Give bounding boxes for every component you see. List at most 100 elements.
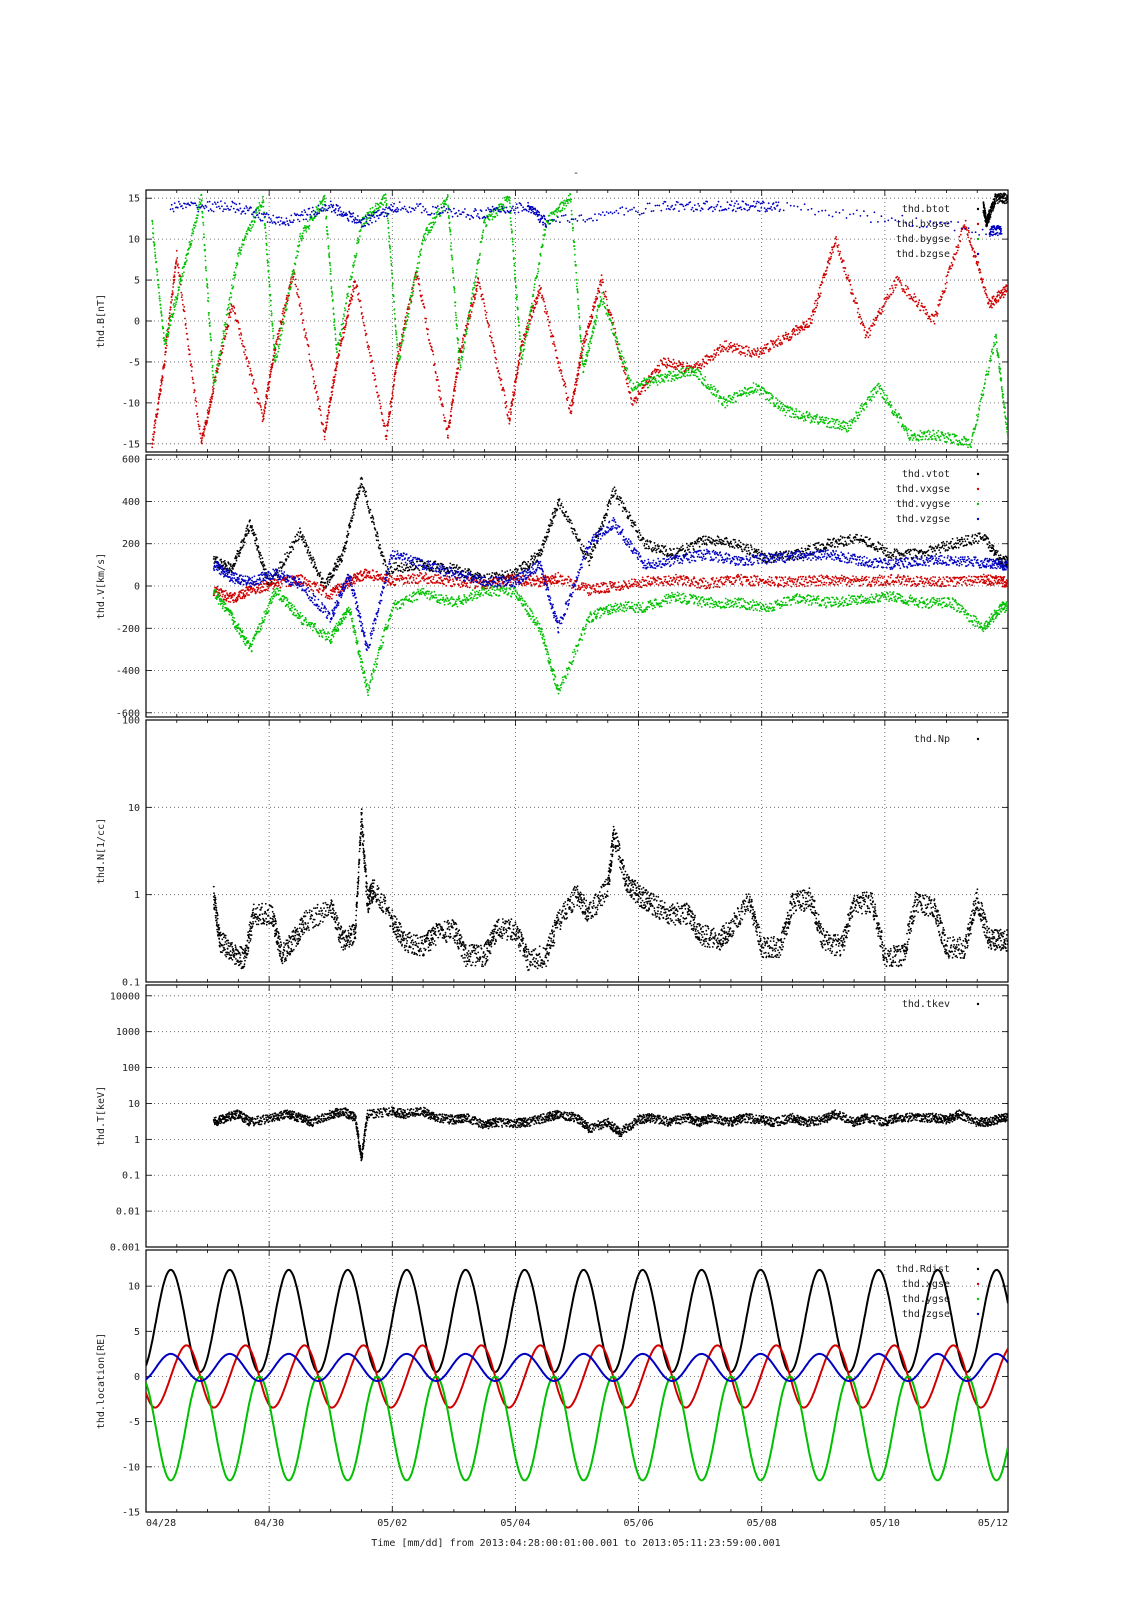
data-point	[300, 313, 302, 316]
data-point	[213, 381, 216, 384]
data-point	[957, 246, 960, 249]
data-point	[325, 424, 328, 427]
data-point	[255, 211, 258, 214]
data-point	[212, 376, 215, 379]
data-point	[291, 274, 293, 276]
data-point	[944, 433, 947, 435]
data-point	[564, 385, 567, 388]
data-point	[285, 309, 287, 312]
data-point	[891, 287, 894, 290]
data-point	[267, 264, 269, 267]
data-point	[978, 408, 981, 411]
data-point	[590, 337, 593, 339]
data-point	[212, 384, 215, 387]
data-point	[221, 205, 223, 208]
data-point	[668, 374, 671, 377]
data-point	[918, 299, 921, 302]
data-point	[479, 287, 482, 290]
data-point	[332, 382, 335, 385]
data-point	[169, 306, 172, 309]
data-point	[788, 409, 791, 412]
data-point	[835, 236, 837, 238]
data-point	[414, 278, 416, 280]
data-point	[923, 432, 926, 435]
data-point	[600, 300, 603, 303]
data-point	[344, 326, 347, 328]
data-point	[919, 309, 922, 312]
data-point	[1010, 434, 1012, 436]
data-point	[407, 316, 410, 318]
data-point	[392, 388, 395, 390]
data-point	[375, 202, 377, 205]
data-point	[576, 291, 579, 294]
data-point	[277, 345, 280, 348]
data-point	[340, 335, 342, 338]
data-point	[393, 312, 396, 315]
data-point	[836, 418, 839, 421]
data-point	[548, 321, 551, 324]
data-point	[1010, 283, 1012, 285]
data-point	[1012, 288, 1014, 290]
data-point	[1007, 283, 1008, 285]
data-point	[837, 250, 840, 253]
data-point	[394, 329, 397, 332]
data-point	[339, 333, 342, 336]
data-point	[823, 272, 825, 275]
data-point	[692, 366, 695, 368]
data-point	[170, 319, 173, 322]
data-point	[231, 308, 234, 310]
data-point	[685, 369, 688, 372]
data-point	[518, 362, 520, 364]
data-point	[201, 437, 204, 439]
data-point	[482, 298, 485, 300]
data-point	[707, 386, 710, 388]
data-point	[768, 350, 770, 353]
data-point	[711, 355, 714, 358]
data-point	[459, 364, 462, 367]
data-point	[244, 236, 247, 238]
data-point	[889, 287, 891, 290]
data-point	[181, 299, 184, 301]
data-point	[796, 333, 799, 336]
data-point	[260, 205, 263, 207]
data-point	[200, 193, 203, 196]
data-point	[439, 398, 442, 401]
data-point	[414, 273, 417, 276]
data-point	[820, 283, 823, 286]
data-point	[189, 204, 192, 207]
data-point	[557, 360, 560, 363]
data-point	[725, 347, 728, 349]
data-point	[336, 361, 339, 363]
data-point	[329, 262, 331, 265]
data-point	[330, 280, 332, 282]
data-point	[533, 286, 536, 289]
data-point	[320, 207, 323, 210]
data-point	[511, 230, 513, 233]
data-point	[335, 365, 338, 368]
data-point	[435, 215, 438, 218]
data-point	[513, 262, 516, 265]
data-point	[965, 438, 968, 440]
data-point	[794, 333, 797, 336]
data-point	[217, 360, 220, 363]
data-point	[473, 298, 476, 301]
data-point	[673, 379, 676, 382]
data-point	[388, 235, 391, 238]
data-point	[282, 323, 285, 326]
data-point	[990, 300, 993, 303]
data-point	[578, 325, 581, 327]
data-point	[197, 420, 200, 423]
data-point	[158, 291, 161, 294]
data-point	[304, 225, 306, 227]
data-point	[339, 332, 342, 334]
data-point	[368, 216, 371, 219]
data-point	[554, 345, 556, 347]
data-point	[385, 438, 388, 441]
data-point	[792, 332, 795, 334]
data-point	[640, 390, 643, 393]
data-point	[162, 332, 165, 334]
data-point	[240, 246, 243, 249]
data-point	[201, 442, 203, 445]
data-point	[550, 211, 553, 214]
data-point	[587, 345, 590, 348]
